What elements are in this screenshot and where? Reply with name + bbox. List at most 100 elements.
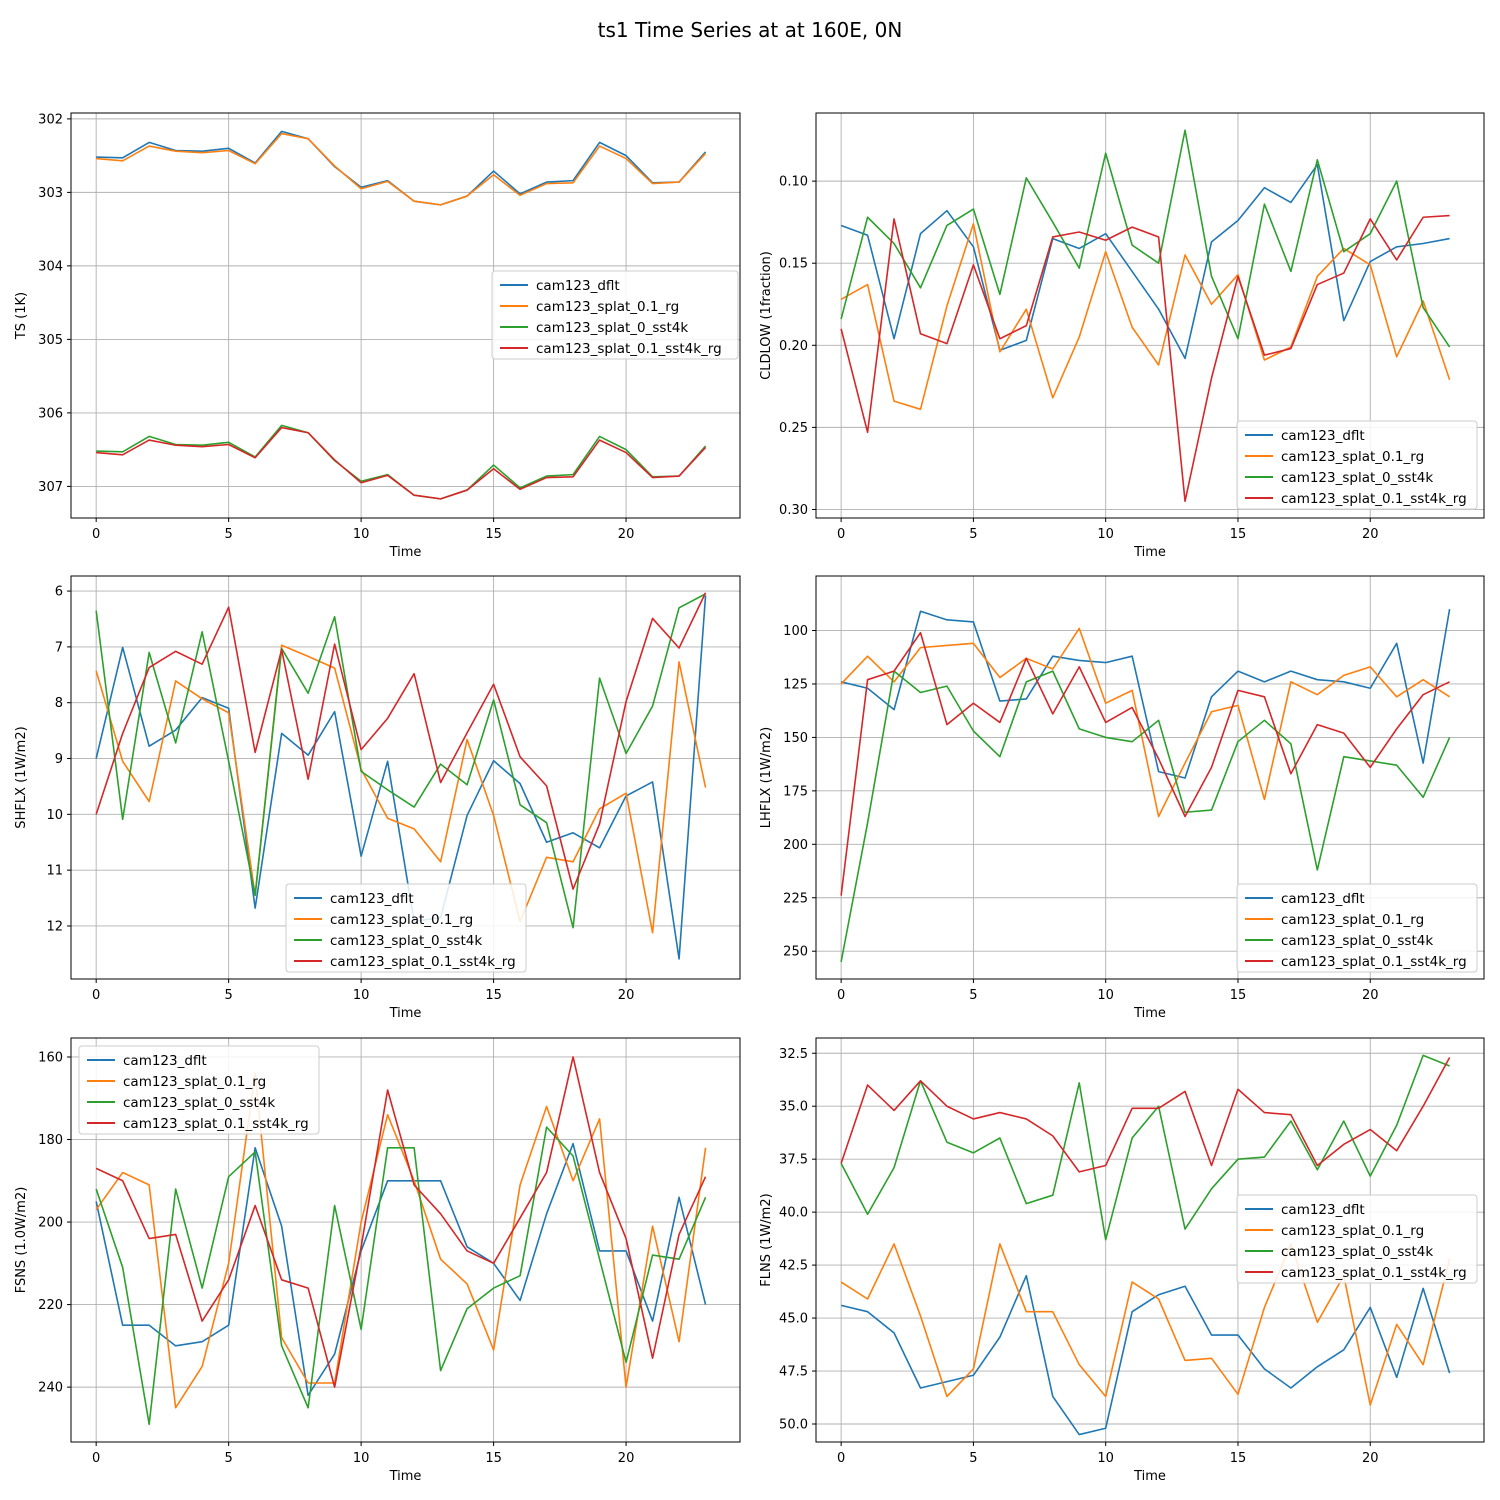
x-tick-label: 5 (225, 988, 233, 1003)
y-tick-label: 302 (38, 112, 63, 127)
x-axis-label: Time (389, 1469, 422, 1484)
legend-label: cam123_splat_0.1_sst4k_rg (536, 341, 722, 357)
y-tick-label: 47.5 (779, 1365, 808, 1380)
subplot-4: 0 5 10 15 20 100 125 150 175 200 225 250 Time LHFLX (… (759, 575, 1485, 1021)
y-tick-label: 304 (38, 259, 63, 274)
series-group (95, 1056, 707, 1426)
axes-frame (70, 575, 741, 980)
x-tick-label: 15 (485, 527, 502, 542)
x-tick-label: 0 (92, 988, 100, 1003)
series-line-cam123_dflt (840, 609, 1451, 779)
y-tick-label: 0.10 (779, 175, 808, 190)
y-axis-label: FLNS (1W/m2) (759, 1193, 774, 1286)
x-tick-label: 15 (1230, 988, 1247, 1003)
axes-frame (815, 1037, 1485, 1443)
y-tick-label: 200 (783, 838, 808, 853)
legend: cam123_dflt cam123_splat_0.1_rg cam123_spl… (78, 1045, 320, 1135)
series-line-cam123_splat_0_sst4k (840, 129, 1451, 348)
x-axis-label: Time (1133, 545, 1166, 560)
figure-title: ts1 Time Series at at 160E, 0N (598, 18, 903, 42)
grid (816, 576, 1484, 979)
x-axis-label: Time (1133, 1469, 1166, 1484)
y-tick-label: 6 (55, 585, 63, 600)
x-tick-label: 15 (1230, 527, 1247, 542)
legend-label: cam123_splat_0.1_sst4k_rg (330, 954, 516, 970)
y-tick-label: 100 (783, 624, 808, 639)
y-axis-label: FSNS (1.0W/m2) (14, 1187, 29, 1294)
x-tick-label: 0 (837, 527, 845, 542)
x-tick-label: 5 (969, 527, 977, 542)
series-line-cam123_splat_0.1_sst4k_rg (95, 1056, 707, 1388)
legend-label: cam123_dflt (330, 891, 414, 907)
series-line-cam123_splat_0.1_sst4k_rg (95, 592, 707, 890)
x-tick-label: 0 (837, 988, 845, 1003)
y-tick-label: 0.15 (779, 257, 808, 272)
x-tick-label: 10 (1097, 527, 1114, 542)
series-group (95, 592, 707, 960)
subplot-5: 0 5 10 15 20 160 180 200 220 240 Time FSNS (1.0W/m2… (14, 1037, 741, 1484)
legend-label: cam123_dflt (536, 278, 620, 294)
legend-box (1236, 1194, 1478, 1284)
series-group (840, 1054, 1451, 1436)
legend-label: cam123_splat_0_sst4k (123, 1095, 275, 1111)
legend-label: cam123_splat_0.1_sst4k_rg (1281, 954, 1467, 970)
x-tick-label: 0 (92, 1451, 100, 1466)
y-tick-label: 305 (38, 333, 63, 348)
series-line-cam123_splat_0.1_rg (840, 627, 1451, 818)
y-axis-label: SHFLX (1W/m2) (14, 726, 29, 828)
y-tick-label: 7 (55, 640, 63, 655)
grid (816, 113, 1484, 518)
x-tick-label: 10 (353, 988, 370, 1003)
y-tick-label: 307 (38, 480, 63, 495)
y-tick-label: 35.0 (779, 1100, 808, 1115)
legend-box (491, 270, 739, 360)
y-tick-label: 303 (38, 186, 63, 201)
legend-label: cam123_dflt (123, 1053, 207, 1069)
legend-box (285, 883, 527, 973)
x-tick-label: 5 (969, 1451, 977, 1466)
legend-label: cam123_dflt (1281, 891, 1365, 907)
legend-label: cam123_splat_0_sst4k (330, 933, 482, 949)
series-line-cam123_splat_0.1_rg (840, 1243, 1451, 1406)
legend-label: cam123_splat_0.1_rg (123, 1074, 266, 1090)
legend-label: cam123_dflt (1281, 428, 1365, 444)
legend-box (1236, 883, 1478, 973)
legend-label: cam123_splat_0.1_rg (330, 912, 473, 928)
y-tick-label: 37.5 (779, 1153, 808, 1168)
y-tick-label: 40.0 (779, 1206, 808, 1221)
axes-frame (70, 1037, 741, 1443)
series-group (96, 130, 707, 500)
series-line-cam123_splat_0_sst4k (840, 1054, 1450, 1241)
x-tick-label: 15 (1230, 1451, 1247, 1466)
axes-frame (70, 112, 741, 519)
y-axis-label: LHFLX (1W/m2) (759, 727, 774, 828)
x-tick-label: 5 (225, 1451, 233, 1466)
y-tick-label: 180 (38, 1133, 63, 1148)
x-axis-label: Time (389, 1006, 422, 1021)
series-line-cam123_splat_0_sst4k (840, 670, 1451, 963)
x-tick-label: 10 (1097, 988, 1114, 1003)
series-group (840, 129, 1451, 503)
subplot-6: 0 5 10 15 20 32.5 35.0 37.5 40.0 42.5 45.0 47.5 50.0… (759, 1037, 1485, 1484)
grid (71, 113, 740, 518)
x-axis-label: Time (1133, 1006, 1166, 1021)
legend: cam123_dflt cam123_splat_0.1_rg cam123_spl… (491, 270, 739, 360)
y-tick-label: 220 (38, 1298, 63, 1313)
y-tick-label: 8 (55, 696, 63, 711)
series-line-cam123_splat_0_sst4k (95, 1126, 707, 1426)
legend-box (78, 1045, 320, 1135)
subplot-3: 0 5 10 15 20 6 7 8 9 10 11 12 Time SHFLX (1W/m2) cam12… (14, 575, 741, 1021)
y-axis-label: CLDLOW (1fraction) (759, 251, 774, 380)
x-tick-label: 20 (618, 1451, 635, 1466)
y-tick-label: 125 (783, 677, 808, 692)
legend-label: cam123_splat_0.1_rg (1281, 449, 1424, 465)
x-tick-label: 15 (485, 988, 502, 1003)
y-tick-label: 200 (38, 1216, 63, 1231)
subplot-1: 0 5 10 15 20 302 303 304 305 306 307 Time TS (1K) cam… (14, 112, 741, 560)
legend: cam123_dflt cam123_splat_0.1_rg cam123_spl… (285, 883, 527, 973)
subplot-grid: 0 5 10 15 20 302 303 304 305 306 307 Time TS (1K) cam… (14, 112, 1485, 1484)
x-tick-label: 5 (225, 527, 233, 542)
y-tick-label: 0.25 (779, 421, 808, 436)
x-tick-label: 10 (1097, 1451, 1114, 1466)
x-tick-label: 20 (618, 988, 635, 1003)
